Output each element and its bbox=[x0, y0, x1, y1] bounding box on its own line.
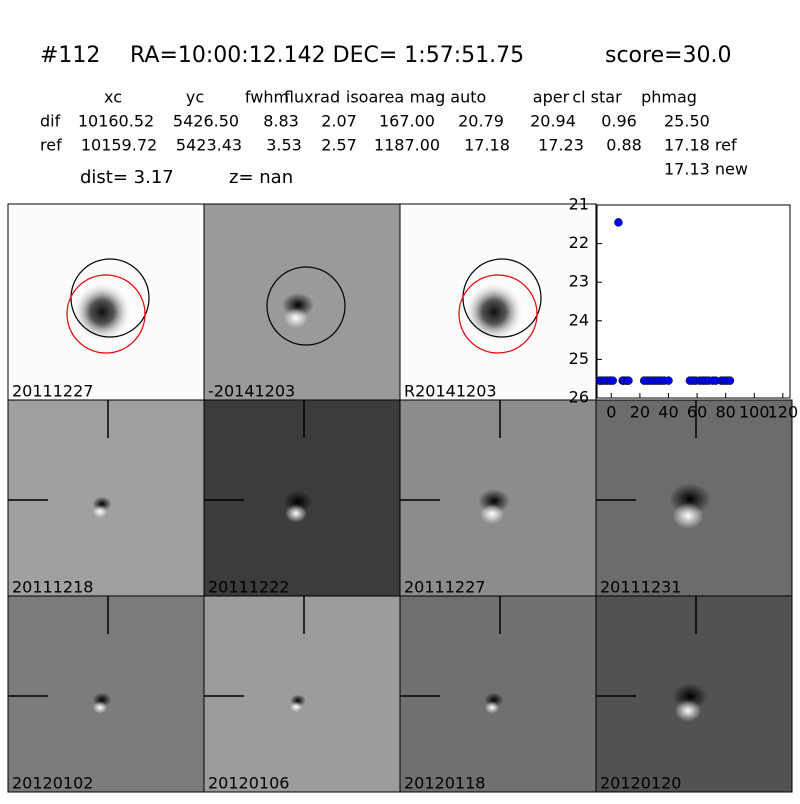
cell: 2.57 bbox=[321, 136, 357, 155]
y-tick-label: 25 bbox=[569, 349, 589, 368]
source-blob bbox=[72, 282, 132, 342]
stamp-label: 20111222 bbox=[208, 578, 289, 597]
stamp-label: 20111227 bbox=[404, 578, 485, 597]
row-label: ref bbox=[40, 136, 62, 155]
point bbox=[725, 376, 735, 385]
column-header: yc bbox=[186, 88, 204, 107]
score: score=30.0 bbox=[605, 43, 732, 68]
dipole-light bbox=[290, 702, 302, 712]
cell: 5426.50 bbox=[173, 112, 239, 131]
cell: 8.83 bbox=[263, 112, 299, 131]
cell: 10160.52 bbox=[78, 112, 154, 131]
dipole-light bbox=[480, 504, 504, 524]
coords: RA=10:00:12.142 DEC= 1:57:51.75 bbox=[130, 43, 524, 68]
extra-phmag: 17.13 new bbox=[664, 160, 748, 179]
cell: 2.07 bbox=[321, 112, 357, 131]
point bbox=[614, 218, 623, 227]
stamp-label: 20120102 bbox=[12, 774, 93, 793]
stamp-label: 20120106 bbox=[208, 774, 289, 793]
object-id: #112 bbox=[40, 43, 100, 68]
cell: 10159.72 bbox=[81, 136, 157, 155]
cell: 17.23 bbox=[538, 136, 584, 155]
source-blob bbox=[464, 282, 524, 342]
dipole-light bbox=[92, 505, 108, 518]
y-tick-label: 21 bbox=[569, 195, 589, 214]
dipole-light bbox=[484, 701, 500, 714]
x-tick-label: 40 bbox=[658, 403, 678, 422]
x-tick-label: 60 bbox=[687, 403, 707, 422]
aperture bbox=[462, 258, 542, 338]
column-header: mag auto bbox=[410, 88, 487, 107]
cell: 1187.00 bbox=[374, 136, 440, 155]
aperture bbox=[458, 274, 538, 354]
y-tick-label: 23 bbox=[569, 272, 589, 291]
column-header: xc bbox=[104, 88, 122, 107]
aperture bbox=[266, 266, 346, 346]
cell: 20.94 bbox=[530, 112, 576, 131]
cell: 3.53 bbox=[266, 136, 302, 155]
stamp bbox=[203, 595, 401, 793]
stamp-label: 20111227 bbox=[12, 382, 93, 401]
column-header: aper bbox=[533, 88, 570, 107]
column-header: fluxrad bbox=[284, 88, 340, 107]
stamp-label: R20141203 bbox=[404, 382, 497, 401]
column-header: isoarea bbox=[346, 88, 404, 107]
cell: 20.79 bbox=[458, 112, 504, 131]
column-header: fwhm bbox=[245, 88, 289, 107]
point bbox=[664, 376, 673, 385]
plot-area bbox=[596, 204, 791, 399]
x-tick-label: 80 bbox=[715, 403, 735, 422]
dipole-light bbox=[92, 701, 108, 714]
stamp-label: 20111231 bbox=[600, 578, 681, 597]
point bbox=[624, 376, 633, 385]
y-tick-label: 22 bbox=[569, 233, 589, 252]
y-tick-label: 26 bbox=[569, 388, 589, 407]
cell: 5423.43 bbox=[176, 136, 242, 155]
y-tick-label: 24 bbox=[569, 310, 589, 329]
row-label: dif bbox=[40, 112, 61, 131]
dipole-light bbox=[672, 502, 704, 529]
dipole-light bbox=[285, 504, 307, 523]
stamp-label: 20120118 bbox=[404, 774, 485, 793]
cell: 25.50 bbox=[664, 112, 710, 131]
cell: 17.18 ref bbox=[664, 136, 737, 155]
aperture bbox=[66, 274, 146, 354]
cell: 167.00 bbox=[379, 112, 435, 131]
x-tick-label: 0 bbox=[606, 403, 616, 422]
x-tick-label: 120 bbox=[768, 403, 799, 422]
aperture bbox=[70, 258, 150, 338]
x-tick-label: 20 bbox=[630, 403, 650, 422]
dist: dist= 3.17 bbox=[80, 167, 174, 188]
cell: 0.88 bbox=[606, 136, 642, 155]
stamp-label: 20111218 bbox=[12, 578, 93, 597]
stamp-label: 20120120 bbox=[600, 774, 681, 793]
x-tick-label: 100 bbox=[739, 403, 770, 422]
column-header: phmag bbox=[641, 88, 697, 107]
column-header: cl star bbox=[572, 88, 622, 107]
cell: 17.18 bbox=[464, 136, 510, 155]
stamp-label: -20141203 bbox=[208, 382, 295, 401]
cell: 0.96 bbox=[601, 112, 637, 131]
dipole-light bbox=[284, 308, 308, 328]
point bbox=[608, 376, 617, 385]
z-value: z= nan bbox=[229, 167, 293, 188]
dipole-light bbox=[674, 699, 702, 722]
